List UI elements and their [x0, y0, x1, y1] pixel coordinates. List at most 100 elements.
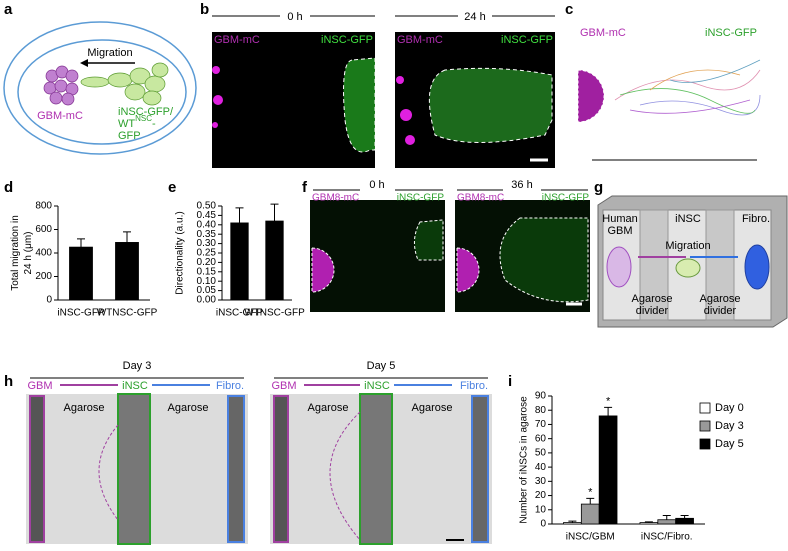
legend-swatch — [699, 402, 711, 414]
gbm-cells — [212, 66, 415, 145]
legend-swatch — [699, 438, 711, 450]
gbm-cells — [43, 65, 79, 106]
label: GBM — [27, 380, 52, 392]
dish — [3, 21, 197, 155]
divider — [639, 209, 669, 321]
label: Fibro. — [216, 380, 244, 392]
label: GBM-mC — [397, 34, 443, 46]
y-tick-label: 400 — [35, 248, 52, 259]
insc-strip — [359, 393, 393, 545]
y-tick-label: 0.50 — [197, 201, 217, 212]
bar — [675, 517, 694, 525]
label: Migration — [665, 240, 710, 252]
panel-letter: i — [508, 373, 512, 390]
label: iNSC-GFP — [397, 193, 445, 204]
bar — [657, 519, 677, 525]
y-tick-label: 0 — [540, 519, 546, 530]
day-label: Day 3 — [123, 360, 152, 372]
label-part: WT — [118, 118, 135, 130]
insc-cells — [80, 62, 169, 106]
arrow-head — [80, 59, 88, 67]
error-bar — [662, 514, 671, 520]
bar — [265, 220, 284, 301]
y-tick-label: 10 — [535, 504, 547, 515]
y-tick-label: 80 — [535, 405, 547, 416]
panel-letter: e — [168, 179, 176, 196]
panel-c: c GBM-mC iNSC-GFP — [565, 1, 761, 161]
label: iNSC — [364, 380, 390, 392]
error-bar — [604, 406, 613, 416]
label: GBM8-mC — [312, 193, 359, 204]
label: GBM-mC — [580, 27, 626, 39]
error-bar — [644, 521, 653, 523]
panel-letter: h — [4, 373, 13, 390]
gbm-region — [456, 247, 480, 293]
y-tick-label: 0.45 — [197, 210, 217, 221]
panel-g: g Human GBM iNSC Fibro. Migration Agaros… — [594, 179, 788, 328]
label: GBM8-mC — [457, 193, 504, 204]
label: Agarose — [632, 293, 673, 305]
legend-label: Day 3 — [715, 420, 744, 432]
time-label: 0 h — [369, 179, 384, 191]
bar — [639, 522, 659, 525]
y-axis-label: 24 h (μm) — [23, 232, 34, 275]
annotation: * — [588, 486, 593, 498]
x-tick-label: iNSC/GBM — [566, 532, 615, 543]
error-bar — [235, 207, 244, 223]
y-tick-label: 0.05 — [197, 285, 217, 296]
y-tick-label: 60 — [535, 433, 547, 444]
y-tick-label: 0.20 — [197, 257, 217, 268]
error-bar — [586, 497, 595, 505]
y-tick-label: 0.30 — [197, 238, 217, 249]
fibro-strip — [227, 395, 245, 543]
bar — [69, 246, 93, 301]
label: GFP — [118, 130, 141, 142]
time-label: 24 h — [464, 11, 485, 23]
x-tick-label: iNSC-GFP — [57, 308, 105, 319]
bar — [115, 242, 139, 301]
insc-cells — [675, 258, 701, 278]
y-tick-label: 70 — [535, 419, 547, 430]
y-tick-label: 0.15 — [197, 266, 217, 277]
label-part: - — [152, 118, 156, 130]
fibro-strip — [471, 395, 489, 543]
y-tick-label: 90 — [535, 391, 547, 402]
front-line — [98, 424, 119, 521]
y-axis-label: Number of iNSCs in agarose — [519, 396, 530, 524]
label: GBM-mC — [214, 34, 260, 46]
bar — [598, 415, 618, 525]
x-tick-label: WTNSC-GFP — [244, 308, 305, 319]
cell-region — [428, 67, 553, 143]
y-tick-label: 50 — [535, 448, 547, 459]
x-tick-label: iNSC/Fibro. — [641, 532, 693, 543]
fibro-cells — [744, 244, 770, 290]
gbm-strip — [273, 395, 289, 543]
x-tick-label: WTNSC-GFP — [97, 308, 158, 319]
label: Agarose — [168, 402, 209, 414]
label: Fibro. — [742, 213, 770, 225]
bar — [230, 222, 249, 301]
label: WTNSC- — [118, 114, 156, 130]
panel-h: h Day 3 Day 5 GBM iNSC Fibro. Agarose Ag… — [4, 360, 492, 545]
panel-a: a Migration GBM-mC iNSC-GFP/ WTNSC- GFP — [3, 1, 197, 155]
cell-region — [414, 219, 444, 261]
label: Human — [602, 213, 637, 225]
error-bar — [568, 520, 577, 523]
y-tick-label: 30 — [535, 476, 547, 487]
label: GBM-mC — [37, 110, 83, 122]
legend-label: Day 0 — [715, 402, 744, 414]
gbm-region — [311, 247, 335, 293]
y-tick-label: 0.35 — [197, 229, 217, 240]
bar — [580, 503, 600, 525]
time-label: 0 h — [287, 11, 302, 23]
error-bar — [270, 203, 279, 222]
y-axis-label: Total migration in — [10, 215, 21, 291]
annotation: * — [606, 395, 611, 407]
label: iNSC — [122, 380, 148, 392]
label: Agarose — [308, 402, 349, 414]
panel-letter: a — [4, 1, 13, 18]
label: iNSC-GFP — [321, 34, 373, 46]
y-tick-label: 800 — [35, 201, 52, 212]
error-bar — [77, 238, 85, 248]
